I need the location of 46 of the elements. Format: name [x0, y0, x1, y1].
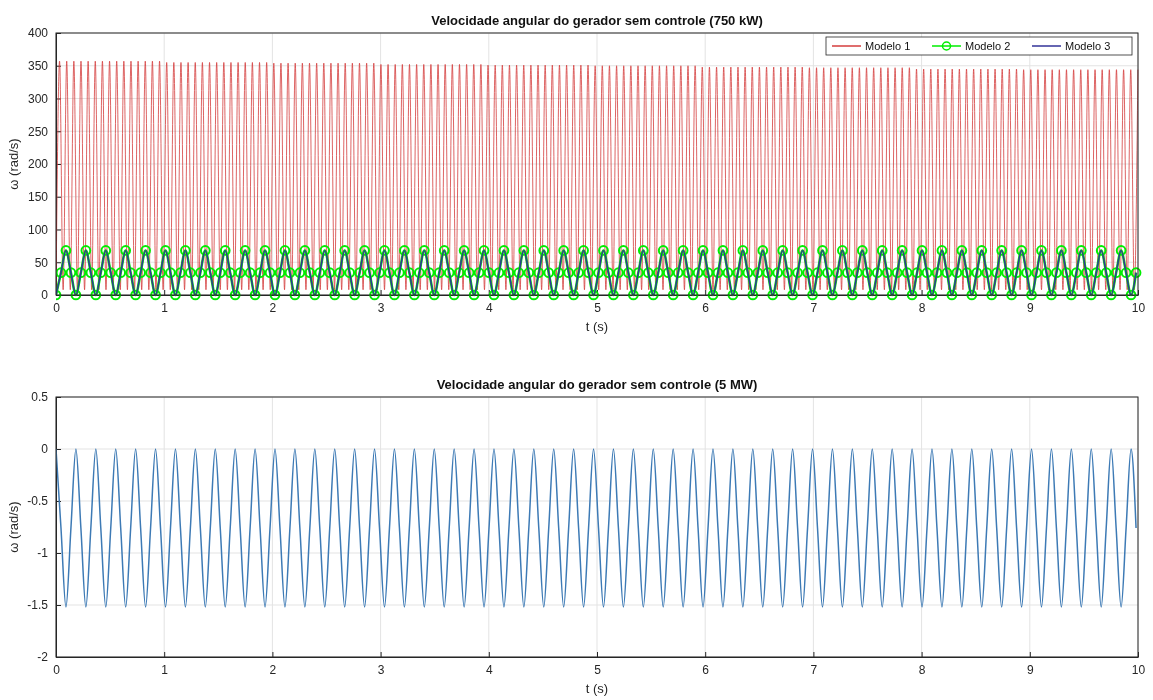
- x-axis-title: t (s): [585, 319, 609, 334]
- x-tick-label: 5: [594, 662, 602, 677]
- x-tick-label: 6: [702, 662, 710, 677]
- y-tick-label: 50: [34, 255, 49, 270]
- x-tick-label: 9: [1026, 300, 1034, 315]
- x-tick-label: 3: [377, 300, 385, 315]
- x-tick-label: 10: [1131, 300, 1146, 315]
- x-tick-label: 0: [53, 662, 61, 677]
- x-axis-title: t (s): [585, 681, 609, 696]
- y-tick-label: -1: [37, 546, 49, 561]
- y-tick-label: 350: [27, 59, 49, 74]
- x-tick-label: 4: [485, 300, 493, 315]
- legend-label: Modelo 2: [965, 40, 1011, 52]
- y-tick-label: 0.5: [31, 390, 49, 405]
- x-tick-label: 10: [1131, 662, 1146, 677]
- y-tick-label: 150: [27, 190, 49, 205]
- legend-label: Modelo 3: [1065, 40, 1111, 52]
- y-tick-label: -0.5: [27, 494, 49, 509]
- y-tick-label: 250: [27, 124, 49, 139]
- x-tick-label: 8: [918, 662, 926, 677]
- legend-label: Modelo 1: [865, 40, 911, 52]
- y-tick-label: 100: [27, 222, 49, 237]
- x-tick-label: 4: [485, 662, 493, 677]
- y-tick-label: 0: [41, 442, 49, 457]
- x-tick-label: 7: [810, 662, 818, 677]
- y-axis-title: ω (rad/s): [6, 138, 21, 190]
- chart-title: Velocidade angular do gerador sem controle (750 kW): [431, 13, 763, 28]
- x-tick-label: 1: [161, 662, 169, 677]
- x-tick-label: 2: [269, 662, 277, 677]
- x-tick-label: 6: [702, 300, 710, 315]
- x-tick-label: 0: [53, 300, 61, 315]
- y-tick-label: -2: [37, 650, 49, 665]
- y-tick-label: 0: [41, 288, 49, 303]
- x-tick-label: 1: [161, 300, 169, 315]
- y-axis-title: ω (rad/s): [6, 501, 21, 553]
- x-tick-label: 2: [269, 300, 277, 315]
- x-tick-label: 7: [810, 300, 818, 315]
- y-tick-label: 400: [27, 26, 49, 41]
- x-tick-label: 8: [918, 300, 926, 315]
- y-tick-label: 300: [27, 91, 49, 106]
- x-tick-label: 3: [377, 662, 385, 677]
- x-tick-label: 9: [1026, 662, 1034, 677]
- y-tick-label: -1.5: [27, 598, 49, 613]
- y-tick-label: 200: [27, 157, 49, 172]
- chart-title: Velocidade angular do gerador sem controle (5 MW): [436, 377, 758, 392]
- x-tick-label: 5: [594, 300, 602, 315]
